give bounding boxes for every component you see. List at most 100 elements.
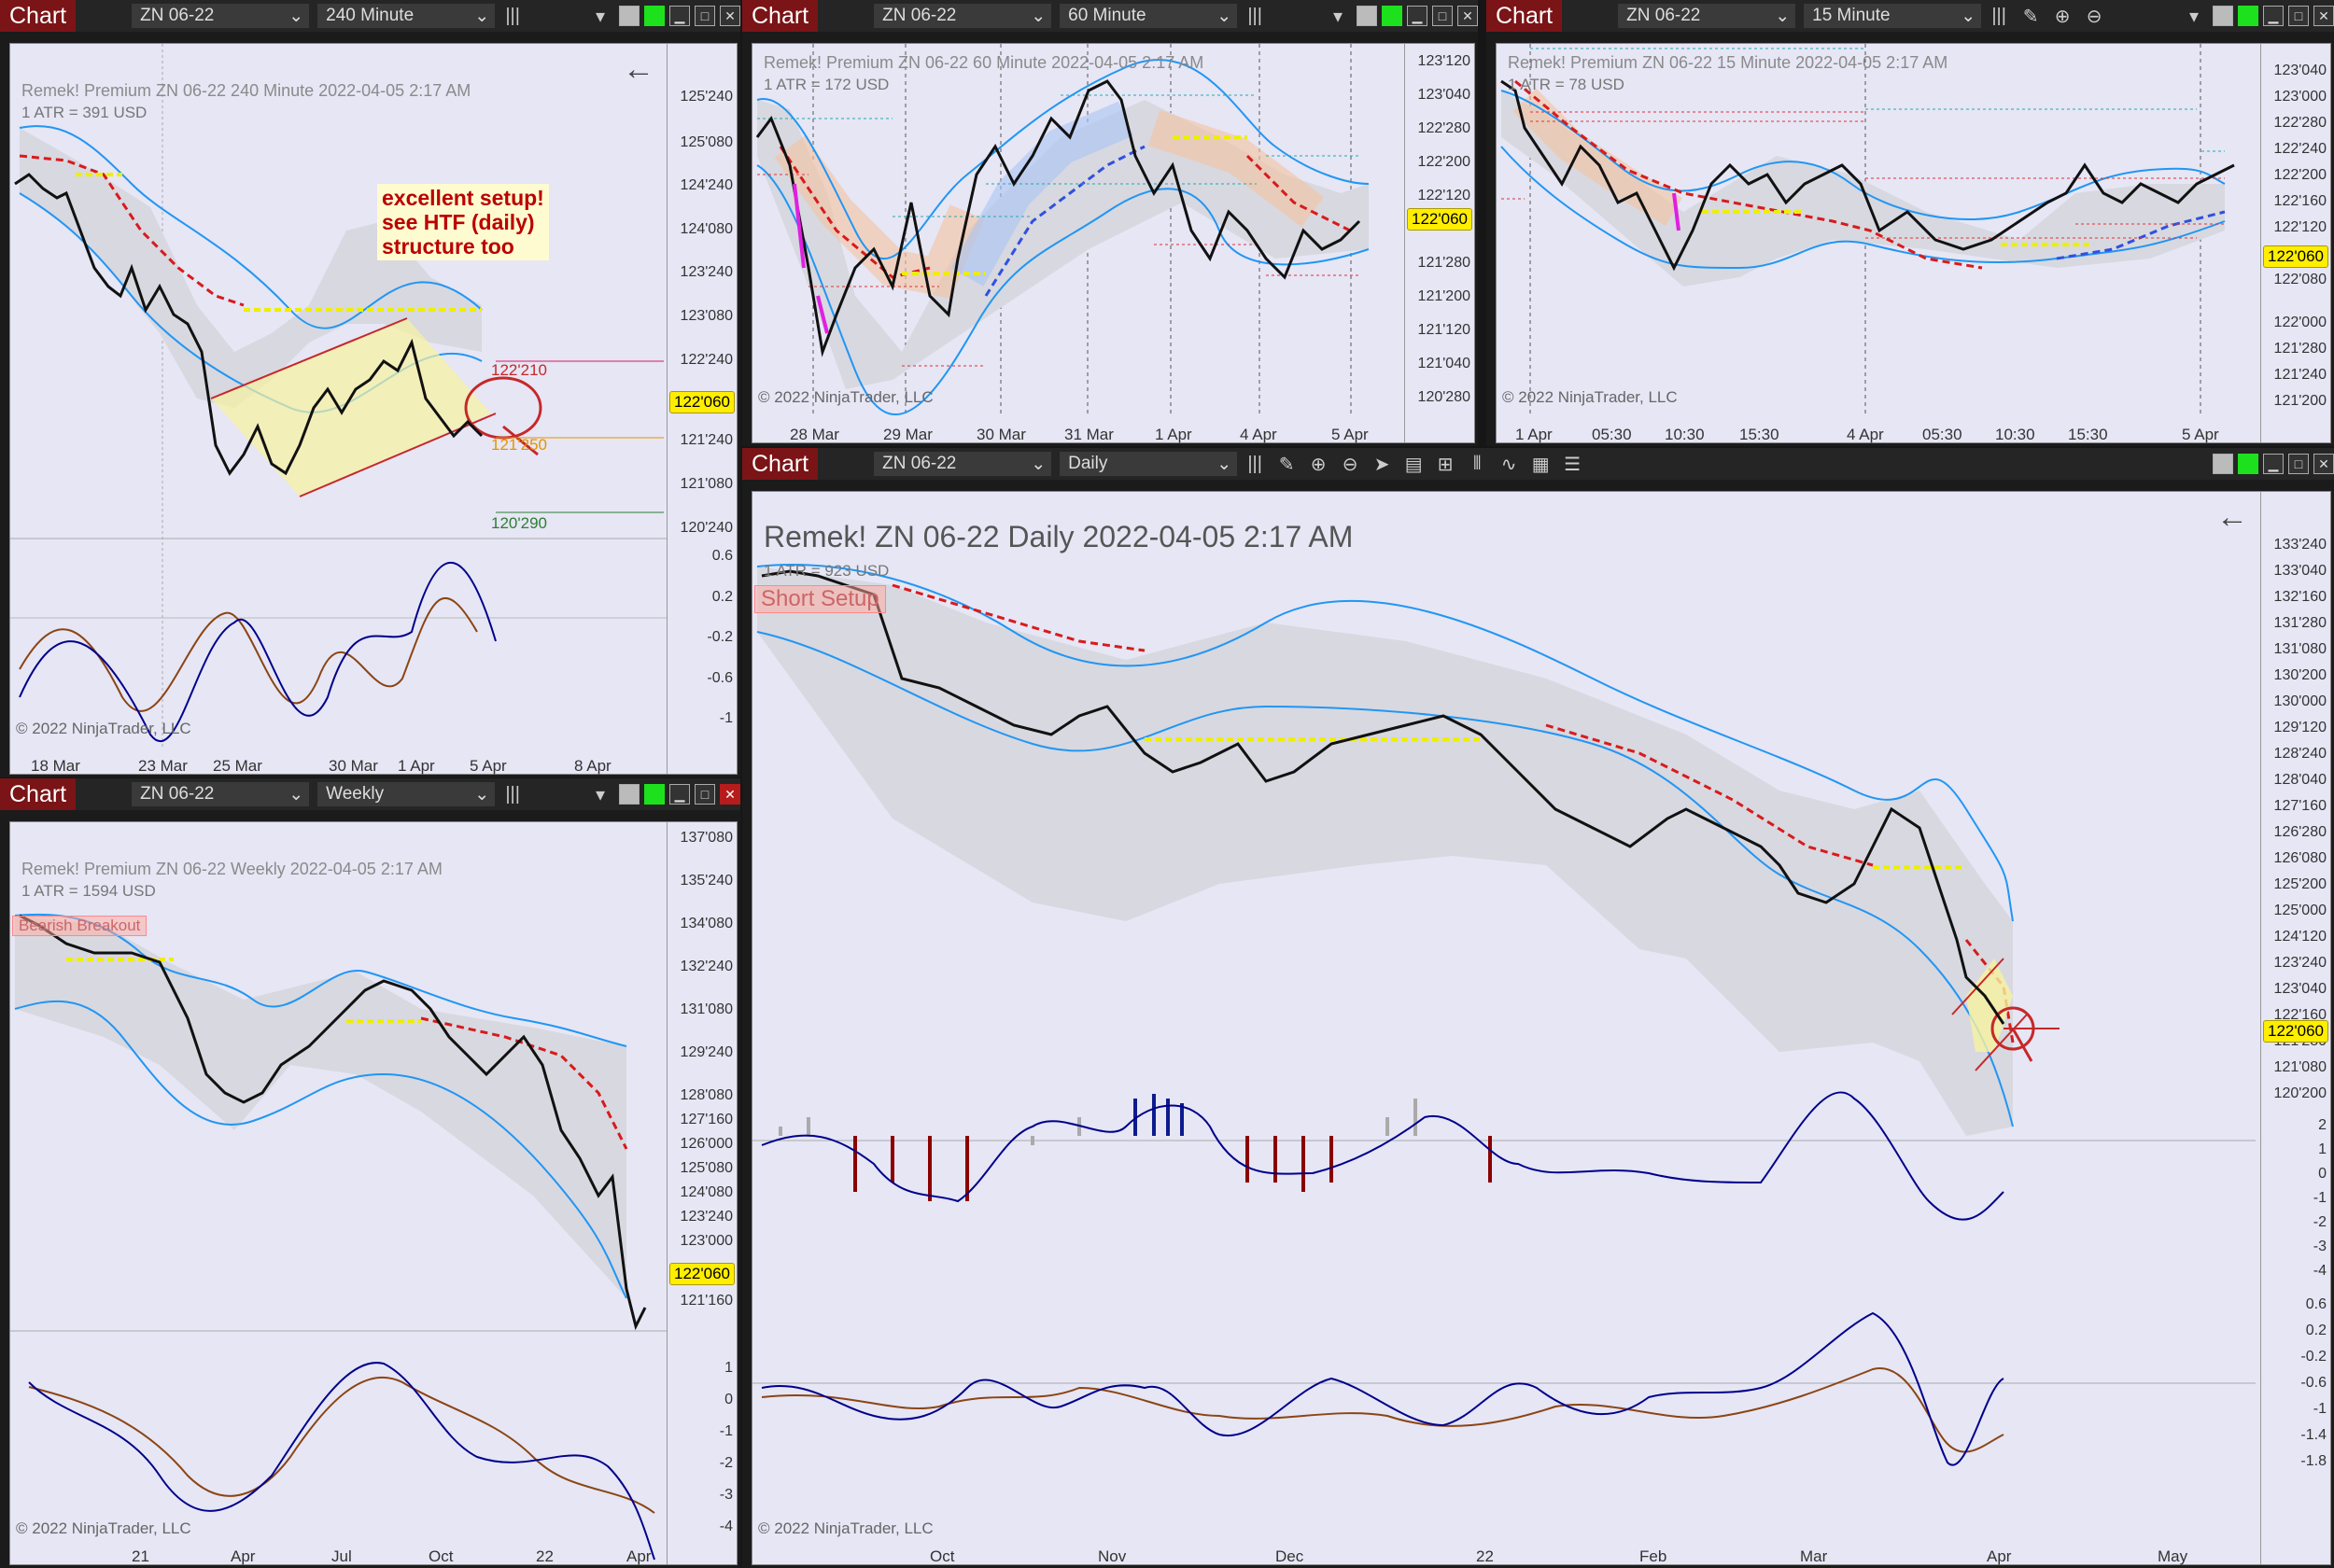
link-grey-button[interactable] [2213, 6, 2233, 26]
chart-panel[interactable]: Remek! Premium ZN 06-22 240 Minute 2022-… [9, 43, 738, 775]
minimize-button[interactable]: ▁ [1407, 6, 1427, 26]
chart-toolbar: Chart ZN 06-22 ⌄ 15 Minute ⌄ ||| ✎ ⊕ ⊖ ▾ ▁… [1486, 0, 2334, 32]
chart-toolbar: Chart ZN 06-22 ⌄ Daily ⌄ ||| ✎ ⊕ ⊖ ➤ ▤ ⊞ ⫴… [742, 448, 2334, 480]
strategies-icon[interactable]: ∿ [1500, 454, 1517, 475]
current-price-tag: 122'060 [2263, 1020, 2328, 1043]
minimize-button[interactable]: ▁ [669, 784, 690, 805]
bar-style-icon[interactable]: ||| [1247, 453, 1262, 474]
instrument-selector[interactable]: ZN 06-22 ⌄ [132, 782, 310, 806]
chart-toolbar: Chart ZN 06-22 ⌄ Weekly ⌄ ||| ▾ ▁ □ ✕ [0, 778, 740, 810]
chart-toolbar: Chart ZN 06-22 ⌄ 60 Minute ⌄ ||| ▾ ▁ □ ✕ [742, 0, 1478, 32]
chart-label: Chart [742, 448, 819, 480]
interval-selector[interactable]: Weekly ⌄ [317, 782, 496, 806]
chart-graphics [755, 44, 1370, 417]
close-button[interactable]: ✕ [2313, 454, 2334, 474]
price-axis: 123'040 123'000 122'280 122'240 122'200 122… [2260, 44, 2330, 442]
maximize-button[interactable]: □ [695, 6, 715, 26]
copyright: © 2022 NinjaTrader, LLC [758, 1519, 934, 1537]
current-price-tag: 122'060 [2263, 245, 2328, 268]
atr-label: 1 ATR = 391 USD [21, 104, 148, 121]
link-grey-button[interactable] [2213, 454, 2233, 474]
atr-label: 1 ATR = 923 USD [764, 562, 890, 580]
copyright: © 2022 NinjaTrader, LLC [16, 1519, 191, 1537]
chart-window-240min: Chart ZN 06-22 ⌄ 240 Minute ⌄ ||| ▾ ▁ □ ✕ Re… [0, 0, 740, 777]
instrument-selector[interactable]: ZN 06-22 ⌄ [874, 4, 1052, 28]
atr-label: 1 ATR = 78 USD [1508, 76, 1624, 93]
interval-selector[interactable]: Daily ⌄ [1060, 452, 1238, 476]
overflow-dropdown-icon[interactable]: ▾ [595, 6, 606, 27]
bar-style-icon[interactable]: ||| [1991, 5, 2006, 26]
price-axis: 123'120 123'040 122'280 122'200 122'120 121… [1404, 44, 1474, 442]
close-button[interactable]: ✕ [720, 784, 740, 805]
chart-panel[interactable]: Remek! ZN 06-22 Daily 2022-04-05 2:17 AM… [752, 491, 2331, 1565]
templates-icon[interactable]: ▦ [1531, 454, 1550, 475]
chart-window-60min: Chart ZN 06-22 ⌄ 60 Minute ⌄ ||| ▾ ▁ □ ✕ Rem… [742, 0, 1478, 446]
maximize-button[interactable]: □ [1432, 6, 1453, 26]
zoom-out-icon[interactable]: ⊖ [1342, 454, 1358, 475]
maximize-button[interactable]: □ [695, 784, 715, 805]
setup-tag: Short Setup [754, 585, 886, 613]
chart-title: Remek! Premium ZN 06-22 60 Minute 2022-0… [764, 53, 1204, 72]
current-price-tag: 122'060 [669, 1263, 735, 1285]
link-green-button[interactable] [644, 784, 665, 805]
minimize-button[interactable]: ▁ [669, 6, 690, 26]
close-button[interactable]: ✕ [720, 6, 740, 26]
indicators-icon[interactable]: ⫴ [1472, 453, 1482, 474]
back-arrow-icon[interactable]: ← [2216, 499, 2248, 535]
interval-selector[interactable]: 15 Minute ⌄ [1804, 4, 1982, 28]
data-box-icon[interactable]: ▤ [1404, 454, 1423, 475]
overflow-dropdown-icon[interactable]: ▾ [1332, 6, 1343, 27]
back-arrow-icon[interactable]: ← [623, 51, 654, 87]
zoom-out-icon[interactable]: ⊖ [2086, 6, 2102, 27]
bar-style-icon[interactable]: ||| [1247, 5, 1262, 26]
close-button[interactable]: ✕ [2313, 6, 2334, 26]
properties-icon[interactable]: ☰ [1564, 454, 1582, 475]
chart-label: Chart [1486, 0, 1563, 32]
chart-trader-icon[interactable]: ⊞ [1437, 454, 1454, 475]
link-green-button[interactable] [1382, 6, 1402, 26]
instrument-selector[interactable]: ZN 06-22 ⌄ [132, 4, 310, 28]
overflow-dropdown-icon[interactable]: ▾ [2188, 6, 2200, 27]
note-annotation: excellent setup! see HTF (daily) structure… [377, 184, 549, 260]
draw-pencil-icon[interactable]: ✎ [1278, 454, 1295, 475]
close-button[interactable]: ✕ [1457, 6, 1478, 26]
zoom-in-icon[interactable]: ⊕ [2054, 6, 2071, 27]
chart-title: Remek! Premium ZN 06-22 15 Minute 2022-0… [1508, 53, 1948, 72]
link-grey-button[interactable] [1357, 6, 1377, 26]
copyright: © 2022 NinjaTrader, LLC [758, 388, 934, 406]
link-green-button[interactable] [644, 6, 665, 26]
stop-level: 120'290 [491, 514, 547, 532]
bar-style-icon[interactable]: ||| [505, 5, 520, 26]
zoom-in-icon[interactable]: ⊕ [1310, 454, 1327, 475]
link-grey-button[interactable] [619, 784, 640, 805]
copyright: © 2022 NinjaTrader, LLC [1502, 388, 1678, 406]
chart-panel[interactable]: Remek! Premium ZN 06-22 15 Minute 2022-0… [1496, 43, 2331, 443]
atr-label: 1 ATR = 172 USD [764, 76, 890, 93]
overflow-dropdown-icon[interactable]: ▾ [595, 784, 606, 805]
link-green-button[interactable] [2238, 6, 2258, 26]
chart-window-15min: Chart ZN 06-22 ⌄ 15 Minute ⌄ ||| ✎ ⊕ ⊖ ▾ ▁… [1486, 0, 2334, 446]
copyright: © 2022 NinjaTrader, LLC [16, 720, 191, 737]
minimize-button[interactable]: ▁ [2263, 6, 2284, 26]
link-grey-button[interactable] [619, 6, 640, 26]
chart-graphics [10, 44, 668, 749]
current-price-tag: 122'060 [669, 391, 735, 413]
link-green-button[interactable] [2238, 454, 2258, 474]
current-price-tag: 122'060 [1407, 208, 1472, 231]
chart-graphics [1500, 44, 2235, 417]
interval-selector[interactable]: 60 Minute ⌄ [1060, 4, 1238, 28]
interval-selector[interactable]: 240 Minute ⌄ [317, 4, 496, 28]
instrument-selector[interactable]: ZN 06-22 ⌄ [874, 452, 1052, 476]
minimize-button[interactable]: ▁ [2263, 454, 2284, 474]
instrument-selector[interactable]: ZN 06-22 ⌄ [1618, 4, 1796, 28]
draw-pencil-icon[interactable]: ✎ [2022, 6, 2039, 27]
chart-window-daily: Chart ZN 06-22 ⌄ Daily ⌄ ||| ✎ ⊕ ⊖ ➤ ▤ ⊞ ⫴… [742, 448, 2334, 1568]
maximize-button[interactable]: □ [2288, 454, 2309, 474]
chart-title: Remek! ZN 06-22 Daily 2022-04-05 2:17 AM [764, 520, 1354, 553]
pointer-icon[interactable]: ➤ [1373, 454, 1390, 475]
maximize-button[interactable]: □ [2288, 6, 2309, 26]
chart-panel[interactable]: Remek! Premium ZN 06-22 60 Minute 2022-0… [752, 43, 1475, 443]
bar-style-icon[interactable]: ||| [505, 783, 520, 805]
entry-level: 121'250 [491, 436, 547, 454]
chart-panel[interactable]: Remek! Premium ZN 06-22 Weekly 2022-04-0… [9, 821, 738, 1565]
